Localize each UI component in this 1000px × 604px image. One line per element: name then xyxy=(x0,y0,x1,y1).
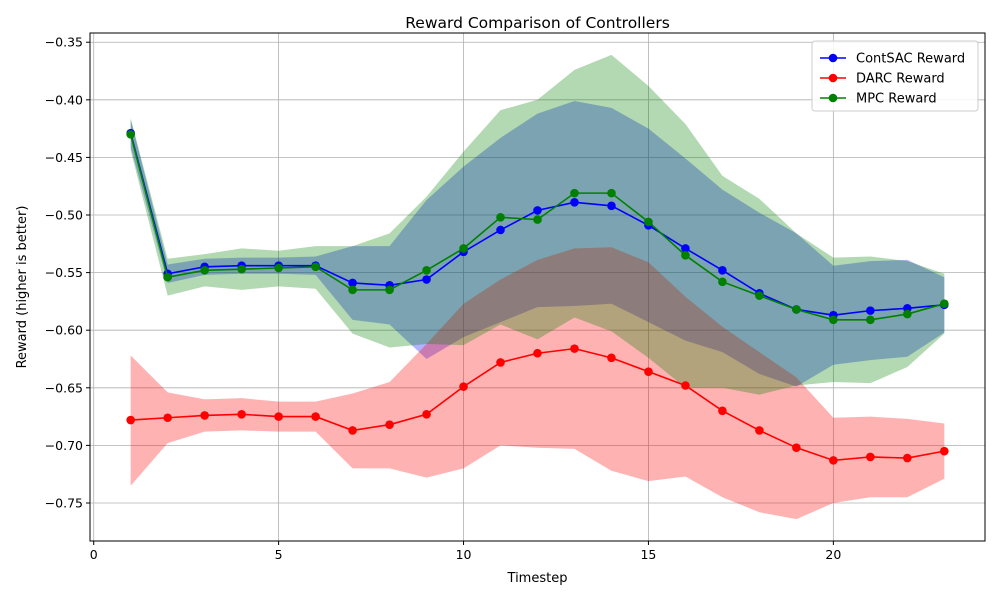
chart-title: Reward Comparison of Controllers xyxy=(405,14,670,32)
darc-reward-point xyxy=(607,353,616,363)
y-tick-label: −0.40 xyxy=(45,92,83,107)
y-tick-label: −0.60 xyxy=(45,323,83,338)
y-tick-label: −0.65 xyxy=(45,380,83,395)
y-tick-label: −0.55 xyxy=(45,265,83,280)
contsac-reward-point xyxy=(866,306,875,315)
y-tick-label: −0.45 xyxy=(45,150,83,165)
darc-reward-point xyxy=(274,412,283,421)
darc-reward-point xyxy=(163,413,172,423)
y-axis-label: Reward (higher is better) xyxy=(15,206,30,369)
mpc-reward-point xyxy=(348,285,357,295)
darc-reward-point xyxy=(644,367,653,376)
mpc-reward-point xyxy=(792,305,801,314)
mpc-reward-point xyxy=(274,263,283,273)
mpc-reward-point xyxy=(607,188,616,198)
mpc-reward-band xyxy=(130,54,945,395)
contsac-reward-point xyxy=(718,265,727,275)
contsac-reward-band xyxy=(130,100,945,387)
mpc-reward-point xyxy=(681,251,690,260)
mpc-reward-point xyxy=(903,309,912,319)
contsac-reward-point xyxy=(422,275,431,284)
x-axis-label: Timestep xyxy=(507,571,568,586)
contsac-reward-point xyxy=(348,278,357,288)
darc-reward-point xyxy=(311,412,320,421)
darc-reward-point xyxy=(829,456,838,465)
darc-reward-point xyxy=(459,382,468,391)
mpc-reward-point xyxy=(940,299,949,309)
mpc-reward-point xyxy=(718,277,727,287)
plot-frame xyxy=(89,32,986,542)
legend-box xyxy=(811,40,979,112)
legend-marker-contsac-reward xyxy=(828,53,838,63)
y-tick-label: −0.35 xyxy=(45,35,83,50)
mpc-reward-point xyxy=(829,315,838,325)
mpc-reward-point xyxy=(163,272,172,282)
legend: ContSAC Reward DARC Reward MPC Reward xyxy=(811,40,979,112)
x-tick-label: 0 xyxy=(90,547,98,562)
confidence-bands xyxy=(130,54,945,520)
mpc-reward-point xyxy=(126,130,135,139)
mpc-reward-point xyxy=(422,265,431,275)
x-tick-label: 15 xyxy=(640,547,656,562)
contsac-reward-point xyxy=(607,201,616,211)
mpc-reward-point xyxy=(570,188,579,198)
legend-label-contsac-reward: ContSAC Reward xyxy=(856,52,965,67)
axis-ticks: 0 5 10 15 20 −0.75 −0.70 −0.65 −0.60 −0.55 −0.50 −0… xyxy=(45,35,842,562)
y-tick-label: −0.70 xyxy=(45,438,83,453)
darc-reward-point xyxy=(126,415,135,425)
darc-reward-point xyxy=(237,409,246,419)
mpc-reward-point xyxy=(200,265,209,275)
darc-reward-point xyxy=(792,443,801,452)
darc-reward-point xyxy=(570,344,579,353)
mpc-reward-point xyxy=(459,244,468,253)
x-tick-label: 20 xyxy=(825,547,841,562)
y-tick-label: −0.50 xyxy=(45,208,83,223)
mpc-reward-point xyxy=(644,217,653,227)
darc-reward-point xyxy=(200,411,209,420)
x-tick-label: 5 xyxy=(275,547,283,562)
darc-reward-point xyxy=(533,348,542,358)
mpc-reward-point xyxy=(533,215,542,224)
mpc-reward-point xyxy=(496,213,505,222)
series-lines xyxy=(126,128,949,465)
contsac-reward-point xyxy=(570,198,579,207)
mpc-reward-point xyxy=(311,262,320,272)
darc-reward-point xyxy=(496,358,505,367)
darc-reward-point xyxy=(755,426,764,435)
legend-marker-darc-reward xyxy=(828,73,838,83)
legend-label-darc-reward: DARC Reward xyxy=(856,72,945,87)
y-tick-label: −0.75 xyxy=(45,495,83,510)
contsac-reward-point xyxy=(681,244,690,253)
mpc-reward-point xyxy=(755,291,764,300)
darc-reward-band xyxy=(130,247,945,520)
darc-reward-point xyxy=(681,381,690,390)
mpc-reward-point xyxy=(237,264,246,274)
darc-reward-point xyxy=(866,452,875,462)
mpc-reward-point xyxy=(866,315,875,325)
x-tick-label: 10 xyxy=(456,547,472,562)
darc-reward-point xyxy=(422,409,431,419)
legend-marker-mpc-reward xyxy=(828,93,838,103)
contsac-reward-point xyxy=(496,225,505,235)
darc-reward-point xyxy=(385,420,394,429)
darc-reward-point xyxy=(718,406,727,416)
darc-reward-point xyxy=(940,446,949,456)
darc-reward-point xyxy=(348,426,357,435)
mpc-reward-point xyxy=(385,285,394,295)
legend-label-mpc-reward: MPC Reward xyxy=(856,92,937,107)
darc-reward-point xyxy=(903,453,912,463)
contsac-reward-point xyxy=(533,206,542,215)
